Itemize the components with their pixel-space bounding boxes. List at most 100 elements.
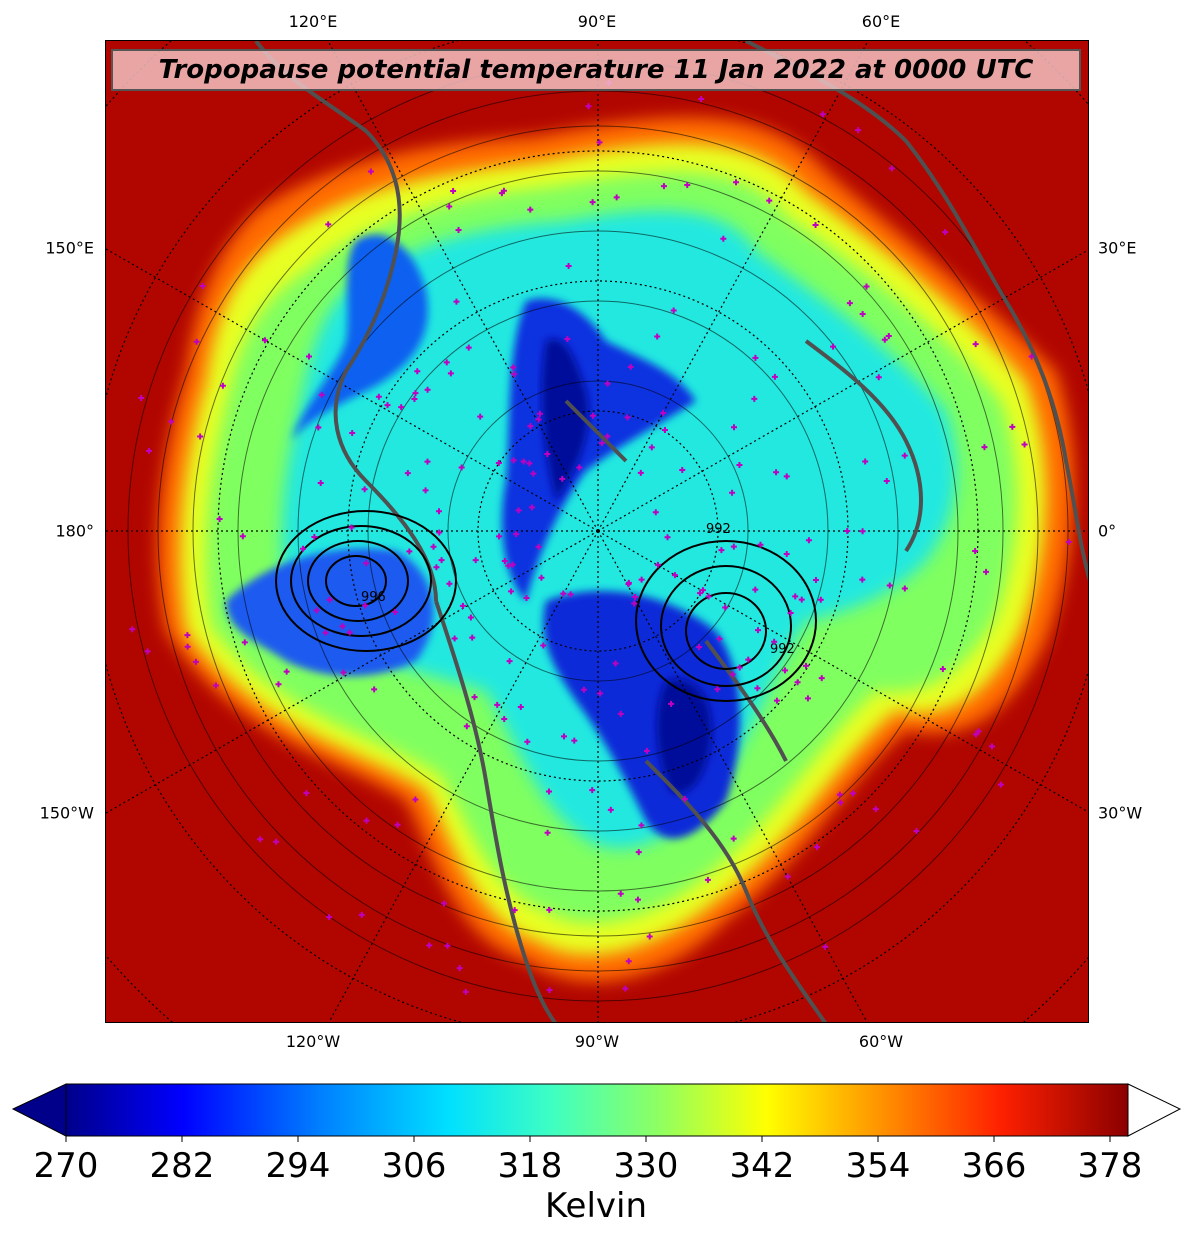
station-plus-marker — [798, 596, 805, 603]
station-plus-marker — [681, 795, 688, 802]
station-plus-marker — [617, 890, 624, 897]
station-plus-marker — [241, 639, 248, 646]
station-plus-marker — [496, 533, 503, 540]
station-plus-marker — [273, 838, 280, 845]
station-plus-marker — [604, 380, 611, 387]
station-plus-marker — [313, 607, 320, 614]
station-plus-marker — [546, 788, 553, 795]
station-plus-marker — [730, 835, 737, 842]
station-plus-marker — [585, 103, 592, 110]
station-plus-marker — [144, 648, 151, 655]
station-plus-marker — [646, 933, 653, 940]
station-plus-marker — [698, 95, 705, 102]
station-plus-marker — [212, 682, 219, 689]
station-plus-marker — [679, 466, 686, 473]
station-plus-marker — [510, 364, 517, 371]
station-plus-marker — [617, 710, 624, 717]
station-plus-marker — [446, 203, 453, 210]
station-plus-marker — [546, 987, 553, 994]
station-plus-marker — [560, 590, 567, 597]
station-plus-marker — [411, 396, 418, 403]
colorbar-tick-label: 354 — [845, 1146, 911, 1186]
station-plus-marker — [216, 515, 223, 522]
station-plus-marker — [855, 127, 862, 134]
station-plus-marker — [664, 534, 671, 541]
station-plus-marker — [754, 685, 761, 692]
station-plus-marker — [349, 429, 356, 436]
station-plus-marker — [513, 531, 520, 538]
station-plus-marker — [463, 723, 470, 730]
station-plus-marker — [625, 581, 632, 588]
station-plus-marker — [443, 359, 450, 366]
station-plus-marker — [729, 671, 736, 678]
station-plus-marker — [699, 587, 706, 594]
station-plus-marker — [197, 433, 204, 440]
station-plus-marker — [219, 382, 226, 389]
longitude-label-right: 0° — [1098, 521, 1117, 541]
station-plus-marker — [392, 608, 399, 615]
station-plus-marker — [300, 545, 307, 552]
station-plus-marker — [451, 635, 458, 642]
station-plus-marker — [129, 626, 136, 633]
station-plus-marker — [631, 600, 638, 607]
station-plus-marker — [438, 557, 445, 564]
station-plus-marker — [184, 632, 191, 639]
map-title-box: Tropopause potential temperature 11 Jan … — [111, 49, 1081, 91]
station-plus-marker — [939, 666, 946, 673]
station-plus-marker — [511, 371, 518, 378]
station-plus-marker — [520, 458, 527, 465]
station-plus-marker — [506, 658, 513, 665]
contour-label: 996 — [361, 590, 386, 605]
station-plus-marker — [528, 504, 535, 511]
station-plus-marker — [358, 911, 365, 918]
station-plus-marker — [510, 457, 517, 464]
colorbar-gradient — [65, 1083, 1129, 1137]
station-plus-marker — [997, 781, 1004, 788]
colorbar-tick-label: 306 — [381, 1146, 447, 1186]
station-plus-marker — [862, 458, 869, 465]
station-plus-marker — [571, 737, 578, 744]
station-plus-marker — [495, 460, 502, 467]
station-plus-marker — [535, 416, 542, 423]
station-plus-marker — [942, 229, 949, 236]
colorbar-tick-label: 294 — [265, 1146, 331, 1186]
station-plus-marker — [729, 489, 736, 496]
colorbar-tick-marks — [65, 1136, 1111, 1142]
station-plus-marker — [1028, 353, 1035, 360]
station-plus-marker — [199, 282, 206, 289]
station-plus-marker — [783, 550, 790, 557]
station-plus-marker — [505, 562, 512, 569]
field-cyan — [281, 210, 957, 849]
colorbar-tick-label: 270 — [33, 1146, 99, 1186]
station-plus-marker — [414, 368, 421, 375]
station-plus-marker — [346, 629, 353, 636]
station-plus-marker — [455, 227, 462, 234]
station-plus-marker — [589, 787, 596, 794]
station-plus-marker — [754, 627, 761, 634]
station-plus-marker — [981, 444, 988, 451]
station-plus-marker — [538, 574, 545, 581]
longitude-label-bottom: 90°W — [574, 1032, 620, 1051]
station-plus-marker — [426, 942, 433, 949]
longitude-label-top: 90°E — [577, 12, 617, 31]
station-plus-marker — [818, 675, 825, 682]
station-markers — [129, 79, 1072, 995]
station-plus-marker — [459, 602, 466, 609]
longitude-label-bottom: 60°W — [858, 1032, 904, 1051]
station-plus-marker — [422, 487, 429, 494]
station-plus-marker — [326, 596, 333, 603]
station-plus-marker — [145, 447, 152, 454]
station-plus-marker — [447, 370, 454, 377]
station-plus-marker — [863, 283, 870, 290]
station-plus-marker — [846, 300, 853, 307]
station-plus-marker — [733, 179, 740, 186]
station-plus-marker — [348, 524, 355, 531]
station-plus-marker — [261, 337, 268, 344]
station-plus-marker — [138, 395, 145, 402]
station-plus-marker — [638, 822, 645, 829]
station-plus-marker — [530, 470, 537, 477]
station-plus-marker — [613, 194, 620, 201]
station-plus-marker — [782, 667, 789, 674]
station-plus-marker — [325, 221, 332, 228]
longitude-label-right: 30°E — [1098, 238, 1137, 258]
